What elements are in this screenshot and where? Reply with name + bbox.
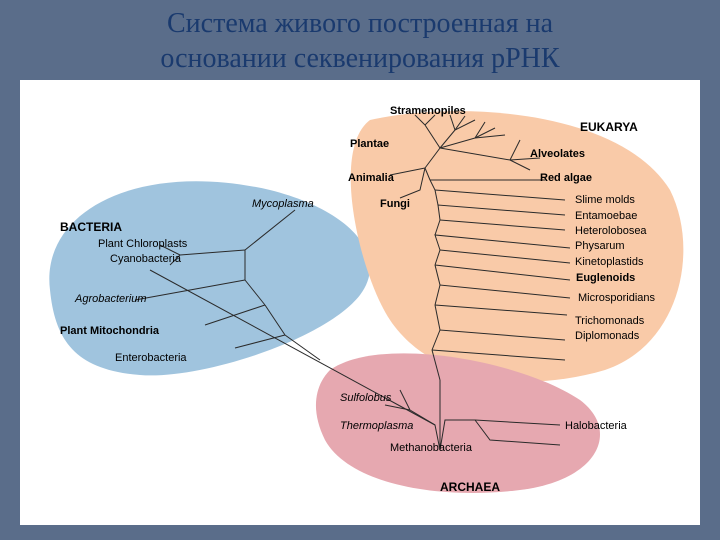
label-archaea_title: ARCHAEA [440, 480, 500, 494]
bacteria-blob [49, 181, 370, 375]
slide-title: Система живого построенная на основании … [0, 6, 720, 76]
label-plant_chloroplasts: Plant Chloroplasts [98, 238, 187, 250]
label-euglenoids: Euglenoids [576, 272, 635, 284]
label-red_algae: Red algae [540, 172, 592, 184]
label-animalia: Animalia [348, 172, 394, 184]
label-sulfolobus: Sulfolobus [340, 392, 391, 404]
label-heterolobosea: Heterolobosea [575, 225, 647, 237]
label-slime_molds: Slime molds [575, 194, 635, 206]
label-thermoplasma: Thermoplasma [340, 420, 413, 432]
label-eukarya_title: EUKARYA [580, 120, 638, 134]
label-kinetoplastids: Kinetoplastids [575, 256, 644, 268]
label-agrobacterium: Agrobacterium [75, 293, 147, 305]
label-cyanobacteria: Cyanobacteria [110, 253, 181, 265]
tree-edge [285, 335, 320, 360]
label-diplomonads: Diplomonads [575, 330, 639, 342]
label-methanobacteria: Methanobacteria [390, 442, 472, 454]
label-entamoebae: Entamoebae [575, 210, 637, 222]
slide: Система живого построенная на основании … [0, 0, 720, 540]
label-enterobacteria: Enterobacteria [115, 352, 187, 364]
label-plant_mitochondria: Plant Mitochondria [60, 325, 159, 337]
title-line-2: основании секвенирования рРНК [160, 43, 559, 74]
label-microsporidians: Microsporidians [578, 292, 655, 304]
label-mycoplasma: Mycoplasma [252, 198, 314, 210]
title-line-1: Система живого построенная на [167, 8, 553, 39]
label-trichomonads: Trichomonads [575, 315, 644, 327]
diagram-canvas: BACTERIA EUKARYA ARCHAEA Plant Chloroplasts… [20, 80, 700, 525]
label-physarum: Physarum [575, 240, 625, 252]
label-bacteria_title: BACTERIA [60, 220, 122, 234]
label-plantae: Plantae [350, 138, 389, 150]
label-stramenopiles: Stramenopiles [390, 105, 466, 117]
label-fungi: Fungi [380, 198, 410, 210]
label-halobacteria: Halobacteria [565, 420, 627, 432]
label-alveolates: Alveolates [530, 148, 585, 160]
